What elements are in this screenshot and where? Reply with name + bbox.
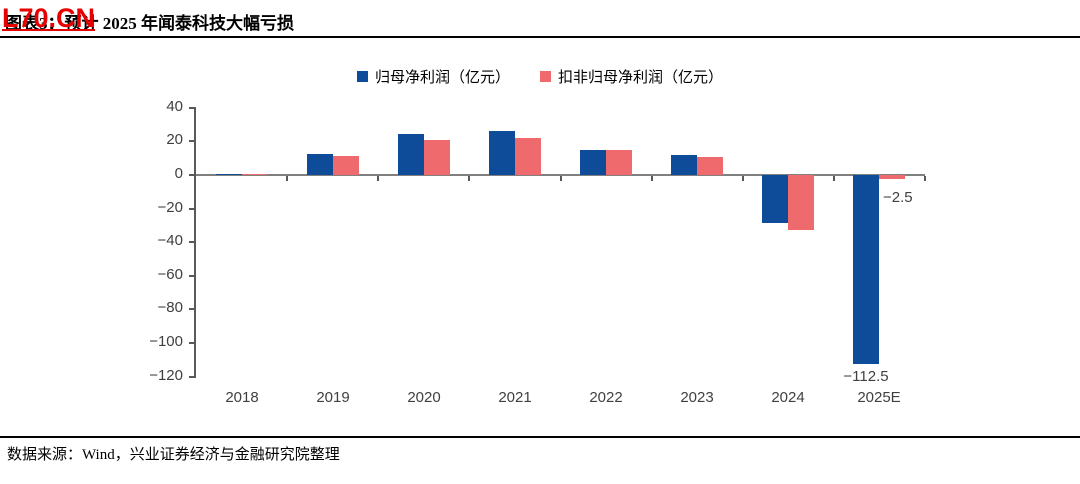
bar (424, 140, 450, 175)
y-axis-label: −20 (157, 199, 183, 216)
bar (762, 175, 788, 223)
y-axis-tick (189, 174, 195, 176)
bar (216, 174, 242, 175)
x-axis-label: 2021 (498, 389, 532, 406)
y-axis-label: 20 (166, 131, 183, 148)
bar (879, 175, 905, 179)
x-axis-label: 2020 (407, 389, 441, 406)
y-axis-tick (189, 376, 195, 378)
y-axis-label: −80 (157, 299, 183, 316)
x-axis-label: 2022 (589, 389, 623, 406)
x-axis-tick (377, 176, 379, 181)
x-axis-tick (651, 176, 653, 181)
legend-swatch (356, 71, 368, 82)
y-axis-tick (189, 208, 195, 210)
y-axis-line (194, 107, 196, 378)
title-divider (0, 36, 1080, 38)
data-source-note: 数据来源：Wind，兴业证券经济与金融研究院整理 (7, 447, 340, 463)
x-axis-tick (468, 176, 470, 181)
y-axis-tick (189, 140, 195, 142)
x-axis-label: 2024 (771, 389, 805, 406)
legend-label: 归母净利润（亿元） (374, 69, 510, 86)
bar (853, 175, 879, 364)
bar (515, 138, 541, 175)
x-axis-tick (924, 176, 926, 181)
bar-value-label: −112.5 (843, 368, 889, 385)
y-axis-tick (189, 342, 195, 344)
y-axis-label: 40 (166, 98, 183, 115)
figure-title: 图表3：预计 2025 年闻泰科技大幅亏损 (5, 14, 294, 33)
y-axis-label: −60 (157, 266, 183, 283)
x-axis-label: 2025E (857, 389, 901, 406)
watermark-text: L70.CN (2, 3, 96, 33)
y-axis-tick (189, 107, 195, 109)
x-axis-tick (833, 176, 835, 181)
bar (671, 155, 697, 175)
source-divider (0, 436, 1080, 438)
legend-item: 归母净利润（亿元） (356, 66, 510, 87)
x-axis-tick (560, 176, 562, 181)
y-axis-label: −120 (149, 367, 183, 384)
legend-item: 扣非归母净利润（亿元） (540, 66, 723, 87)
y-axis-tick (189, 241, 195, 243)
x-axis-label: 2018 (225, 389, 259, 406)
x-axis-label: 2019 (316, 389, 350, 406)
x-axis-tick (286, 176, 288, 181)
x-axis-tick (742, 176, 744, 181)
bar (307, 154, 333, 175)
x-axis-line (196, 174, 925, 176)
x-axis-label: 2023 (680, 389, 714, 406)
bar (606, 150, 632, 175)
bar (489, 131, 515, 175)
bar (580, 150, 606, 175)
bar (242, 174, 268, 175)
legend-swatch (540, 71, 551, 82)
y-axis-label: −40 (157, 232, 183, 249)
bar (398, 134, 424, 175)
chart-legend: 归母净利润（亿元） 扣非归母净利润（亿元） (0, 66, 1080, 87)
bar (333, 156, 359, 175)
legend-label: 扣非归母净利润（亿元） (558, 69, 724, 86)
y-axis-label: −100 (149, 333, 183, 350)
y-axis-label: 0 (174, 165, 183, 182)
y-axis-tick (189, 308, 195, 310)
y-axis-tick (189, 275, 195, 277)
bar (697, 157, 723, 175)
bar-value-label: −2.5 (883, 189, 913, 206)
bar (788, 175, 814, 230)
